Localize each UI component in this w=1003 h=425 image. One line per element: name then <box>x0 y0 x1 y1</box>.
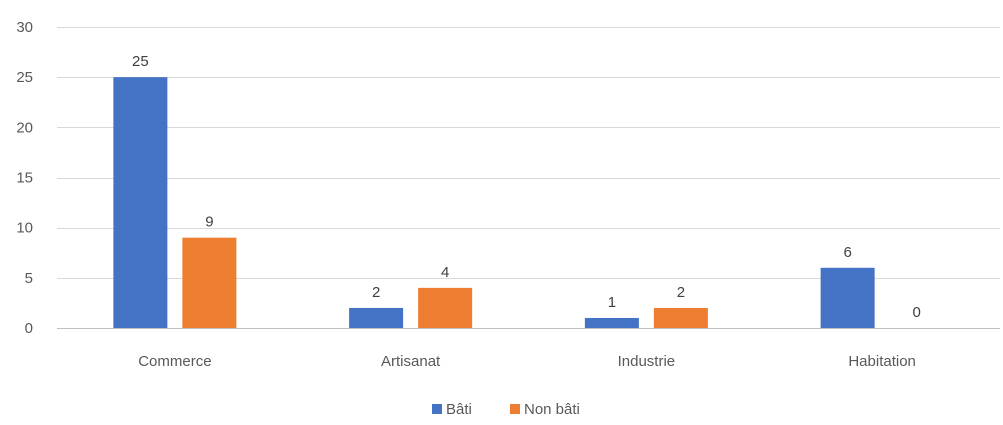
x-category-label: Artisanat <box>381 353 441 370</box>
bar-industrie-non-bati <box>653 307 708 328</box>
legend: Bâti Non bâti <box>432 401 580 418</box>
y-tick-label: 15 <box>16 170 33 187</box>
y-tick-label: 25 <box>16 69 33 86</box>
y-tick-label: 5 <box>25 270 33 287</box>
x-category-label: Habitation <box>848 353 916 370</box>
bar-habitation-bati <box>820 267 875 328</box>
bar-artisanat-non-bati <box>418 287 473 328</box>
bar-commerce-bati <box>113 77 168 329</box>
bars <box>113 77 875 329</box>
y-tick-label: 10 <box>16 220 33 237</box>
data-label: 1 <box>608 294 616 311</box>
data-label: 2 <box>372 284 380 301</box>
y-tick-label: 20 <box>16 119 33 136</box>
legend-swatch <box>510 404 520 414</box>
x-category-label: Commerce <box>138 353 211 370</box>
data-label: 2 <box>677 284 685 301</box>
data-label: 0 <box>912 304 920 321</box>
y-axis-ticks: 0 5 10 15 20 25 30 <box>16 19 33 337</box>
y-tick-label: 0 <box>25 320 33 337</box>
data-label: 4 <box>441 264 449 281</box>
data-label: 6 <box>843 244 851 261</box>
legend-label: Bâti <box>446 401 472 418</box>
bar-commerce-non-bati <box>182 237 237 328</box>
bar-industrie-bati <box>584 317 639 328</box>
y-tick-label: 30 <box>16 19 33 36</box>
legend-label: Non bâti <box>524 401 580 418</box>
x-axis-categories: Commerce Artisanat Industrie Habitation <box>138 353 916 370</box>
data-label: 25 <box>132 53 149 70</box>
legend-swatch <box>432 404 442 414</box>
data-label: 9 <box>205 214 213 231</box>
x-category-label: Industrie <box>618 353 676 370</box>
bar-artisanat-bati <box>349 307 404 328</box>
